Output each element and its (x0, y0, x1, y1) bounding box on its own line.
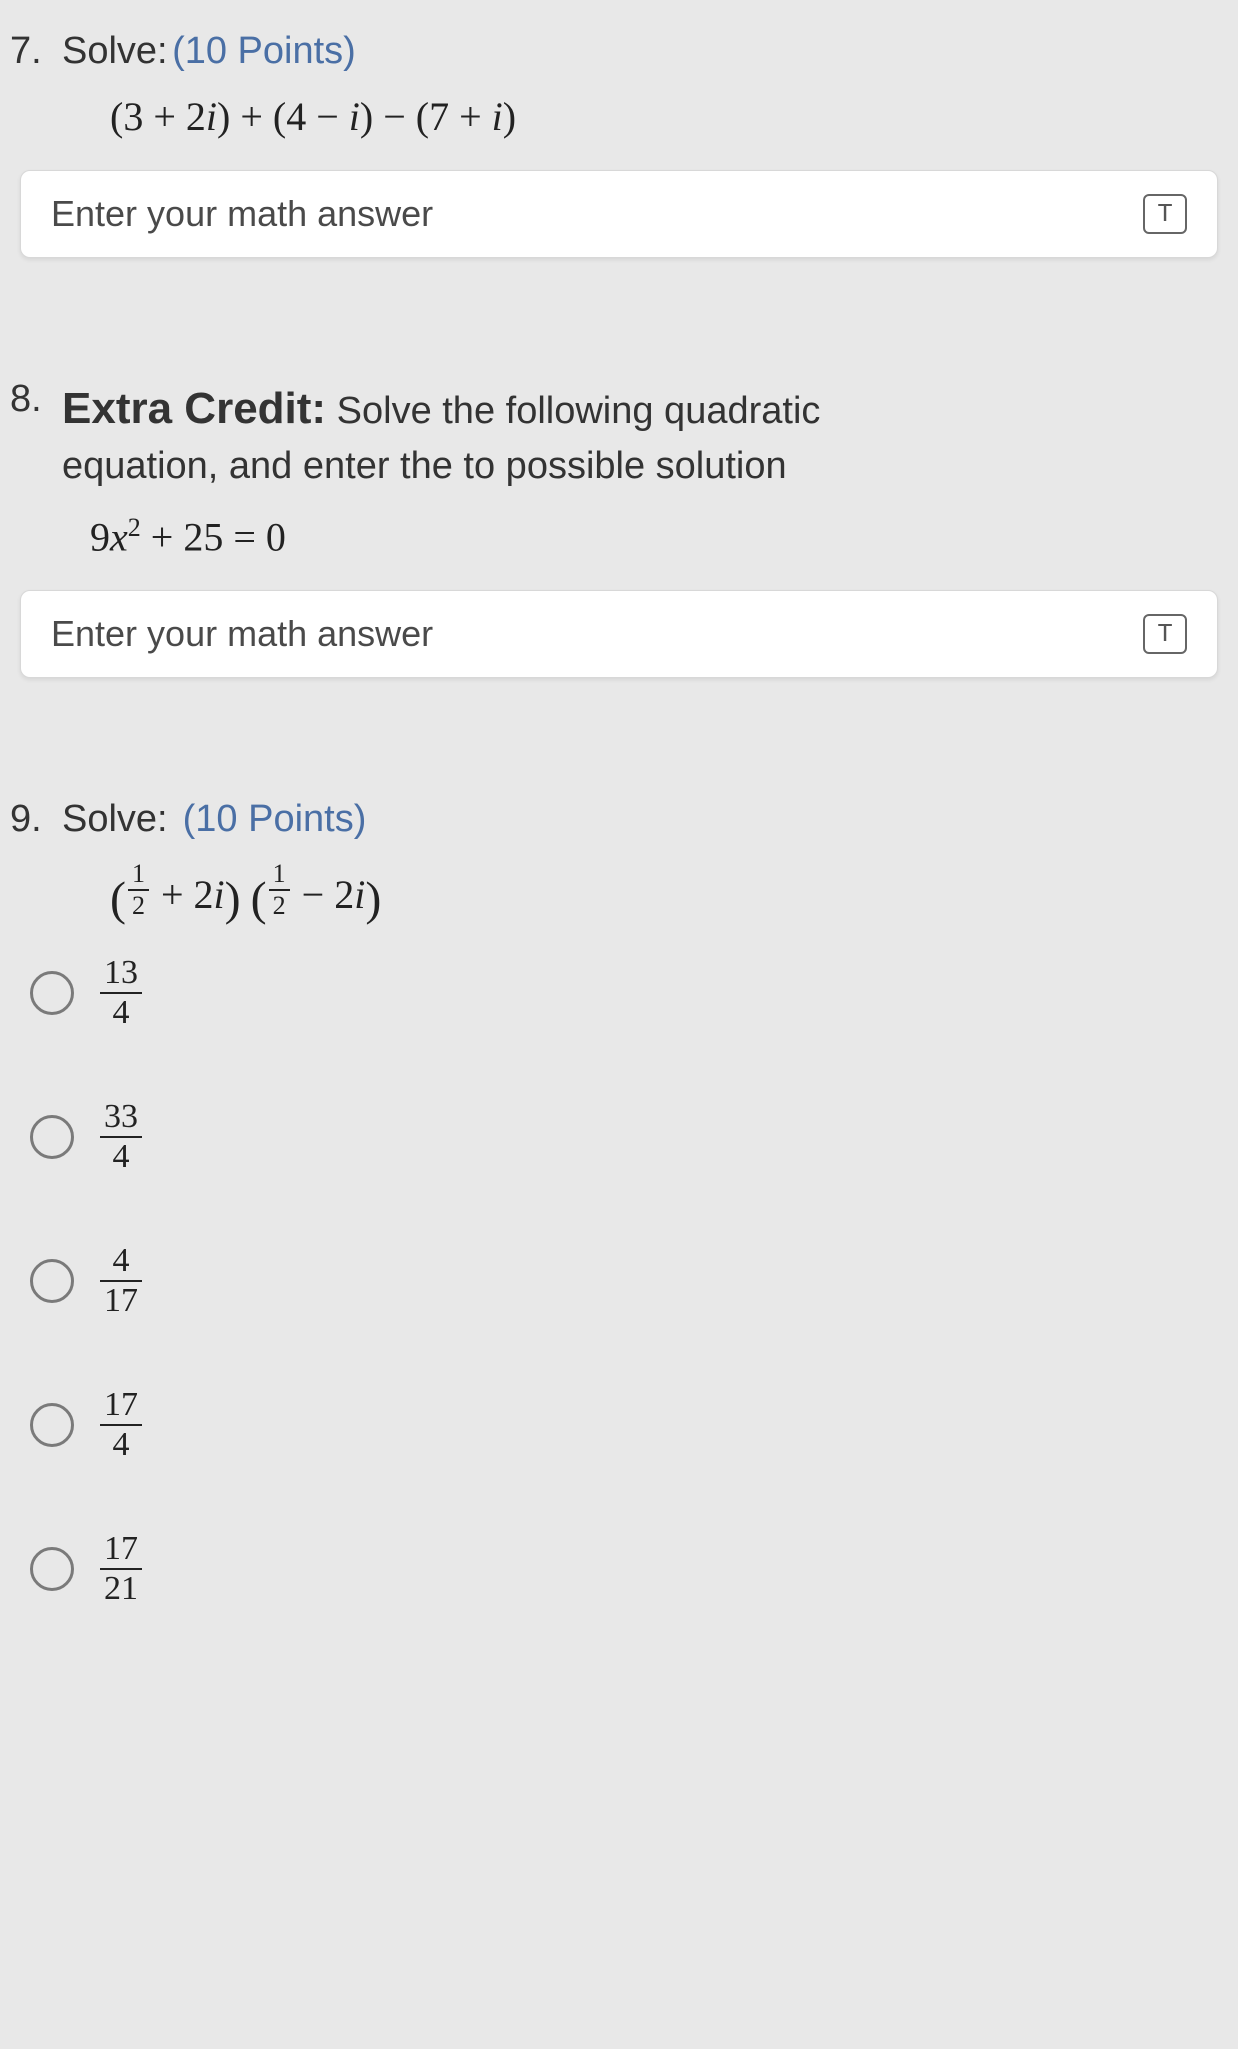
q7-expr-b: ) + (4 − (217, 94, 349, 139)
question-9: 9. Solve: (10 Points) (12 + 2i) (12 − 2i… (0, 768, 1238, 1706)
radio-icon[interactable] (30, 1115, 74, 1159)
q9-number: 9. (10, 798, 50, 841)
q8-expr-var: x (110, 514, 128, 559)
text-mode-icon[interactable]: T (1143, 194, 1187, 234)
q9-frac1-num: 1 (128, 861, 149, 891)
q8-rest-line2: equation, and enter the to possible solu… (62, 445, 787, 487)
q7-points: (10 Points) (172, 30, 356, 72)
q9-option-1-label: 334 (98, 1100, 144, 1174)
radio-icon[interactable] (30, 1259, 74, 1303)
q9-i1: i (214, 872, 225, 917)
opt2-num: 4 (100, 1244, 142, 1282)
radio-icon[interactable] (30, 1547, 74, 1591)
q9-option-2[interactable]: 417 (30, 1244, 1228, 1318)
q8-expr-exp: 2 (128, 513, 141, 542)
q9-option-2-label: 417 (98, 1244, 144, 1318)
opt4-den: 21 (100, 1570, 142, 1606)
radio-icon[interactable] (30, 971, 74, 1015)
q7-prompt: Solve: (62, 30, 168, 72)
q7-expr-i1: i (206, 94, 217, 139)
q8-answer-input[interactable]: Enter your math answer T (20, 590, 1218, 678)
question-8: 8. Extra Credit: Solve the following qua… (0, 348, 1238, 708)
q7-header: 7. Solve: (10 Points) (10, 30, 1228, 73)
q8-header: 8. Extra Credit: Solve the following qua… (10, 378, 1228, 493)
q9-option-3[interactable]: 174 (30, 1388, 1228, 1462)
q7-expr-d: ) (503, 94, 516, 139)
q7-expr-i2: i (349, 94, 360, 139)
opt0-den: 4 (100, 994, 142, 1030)
q8-expr-a: 9 (90, 514, 110, 559)
q8-expr-b: + 25 = 0 (141, 514, 286, 559)
lparen1: ( (110, 872, 126, 925)
opt1-den: 4 (100, 1138, 142, 1174)
q9-prompt: Solve: (62, 798, 168, 840)
q8-prompt: Extra Credit: Solve the following quadra… (62, 378, 820, 493)
q9-frac2: 12 (269, 861, 290, 919)
q9-options: 134 334 417 174 1721 (30, 956, 1228, 1606)
opt1-num: 33 (100, 1100, 142, 1138)
q7-prompt-line: Solve: (10 Points) (62, 30, 356, 73)
q9-frac2-num: 1 (269, 861, 290, 891)
q9-header: 9. Solve: (10 Points) (10, 798, 1228, 841)
q9-i2: i (354, 872, 365, 917)
q7-expr-a: (3 + 2 (110, 94, 206, 139)
q7-expr-i3: i (492, 94, 503, 139)
q7-answer-input[interactable]: Enter your math answer T (20, 170, 1218, 258)
q8-rest-line1: Solve the following quadratic (337, 390, 821, 432)
question-7: 7. Solve: (10 Points) (3 + 2i) + (4 − i)… (0, 0, 1238, 288)
q9-frac2-den: 2 (269, 891, 290, 919)
rparen1: ) (225, 872, 241, 925)
opt3-num: 17 (100, 1388, 142, 1426)
q9-option-0[interactable]: 134 (30, 956, 1228, 1030)
q9-option-0-label: 134 (98, 956, 144, 1030)
rparen2: ) (365, 872, 381, 925)
q8-expression: 9x2 + 25 = 0 (90, 513, 1228, 560)
q9-option-3-label: 174 (98, 1388, 144, 1462)
opt2-den: 17 (100, 1282, 142, 1318)
radio-icon[interactable] (30, 1403, 74, 1447)
opt3-den: 4 (100, 1426, 142, 1462)
q9-prompt-line: Solve: (10 Points) (62, 798, 366, 841)
q9-option-1[interactable]: 334 (30, 1100, 1228, 1174)
text-mode-icon[interactable]: T (1143, 614, 1187, 654)
q9-option-4-label: 1721 (98, 1532, 144, 1606)
q9-points: (10 Points) (172, 798, 366, 840)
q7-expression: (3 + 2i) + (4 − i) − (7 + i) (110, 93, 1228, 140)
q7-answer-placeholder: Enter your math answer (51, 193, 433, 235)
q9-frac1: 12 (128, 861, 149, 919)
q9-minus2i: − 2 (292, 872, 355, 917)
opt4-num: 17 (100, 1532, 142, 1570)
q8-bold-lead: Extra Credit: (62, 384, 326, 433)
q7-expr-c: ) − (7 + (360, 94, 492, 139)
q8-number: 8. (10, 378, 50, 421)
q9-plus2i: + 2 (151, 872, 214, 917)
lparen2: ( (251, 872, 267, 925)
q9-frac1-den: 2 (128, 891, 149, 919)
opt0-num: 13 (100, 956, 142, 994)
q8-answer-placeholder: Enter your math answer (51, 613, 433, 655)
q7-number: 7. (10, 30, 50, 73)
q9-option-4[interactable]: 1721 (30, 1532, 1228, 1606)
q9-expression: (12 + 2i) (12 − 2i) (110, 861, 1228, 926)
